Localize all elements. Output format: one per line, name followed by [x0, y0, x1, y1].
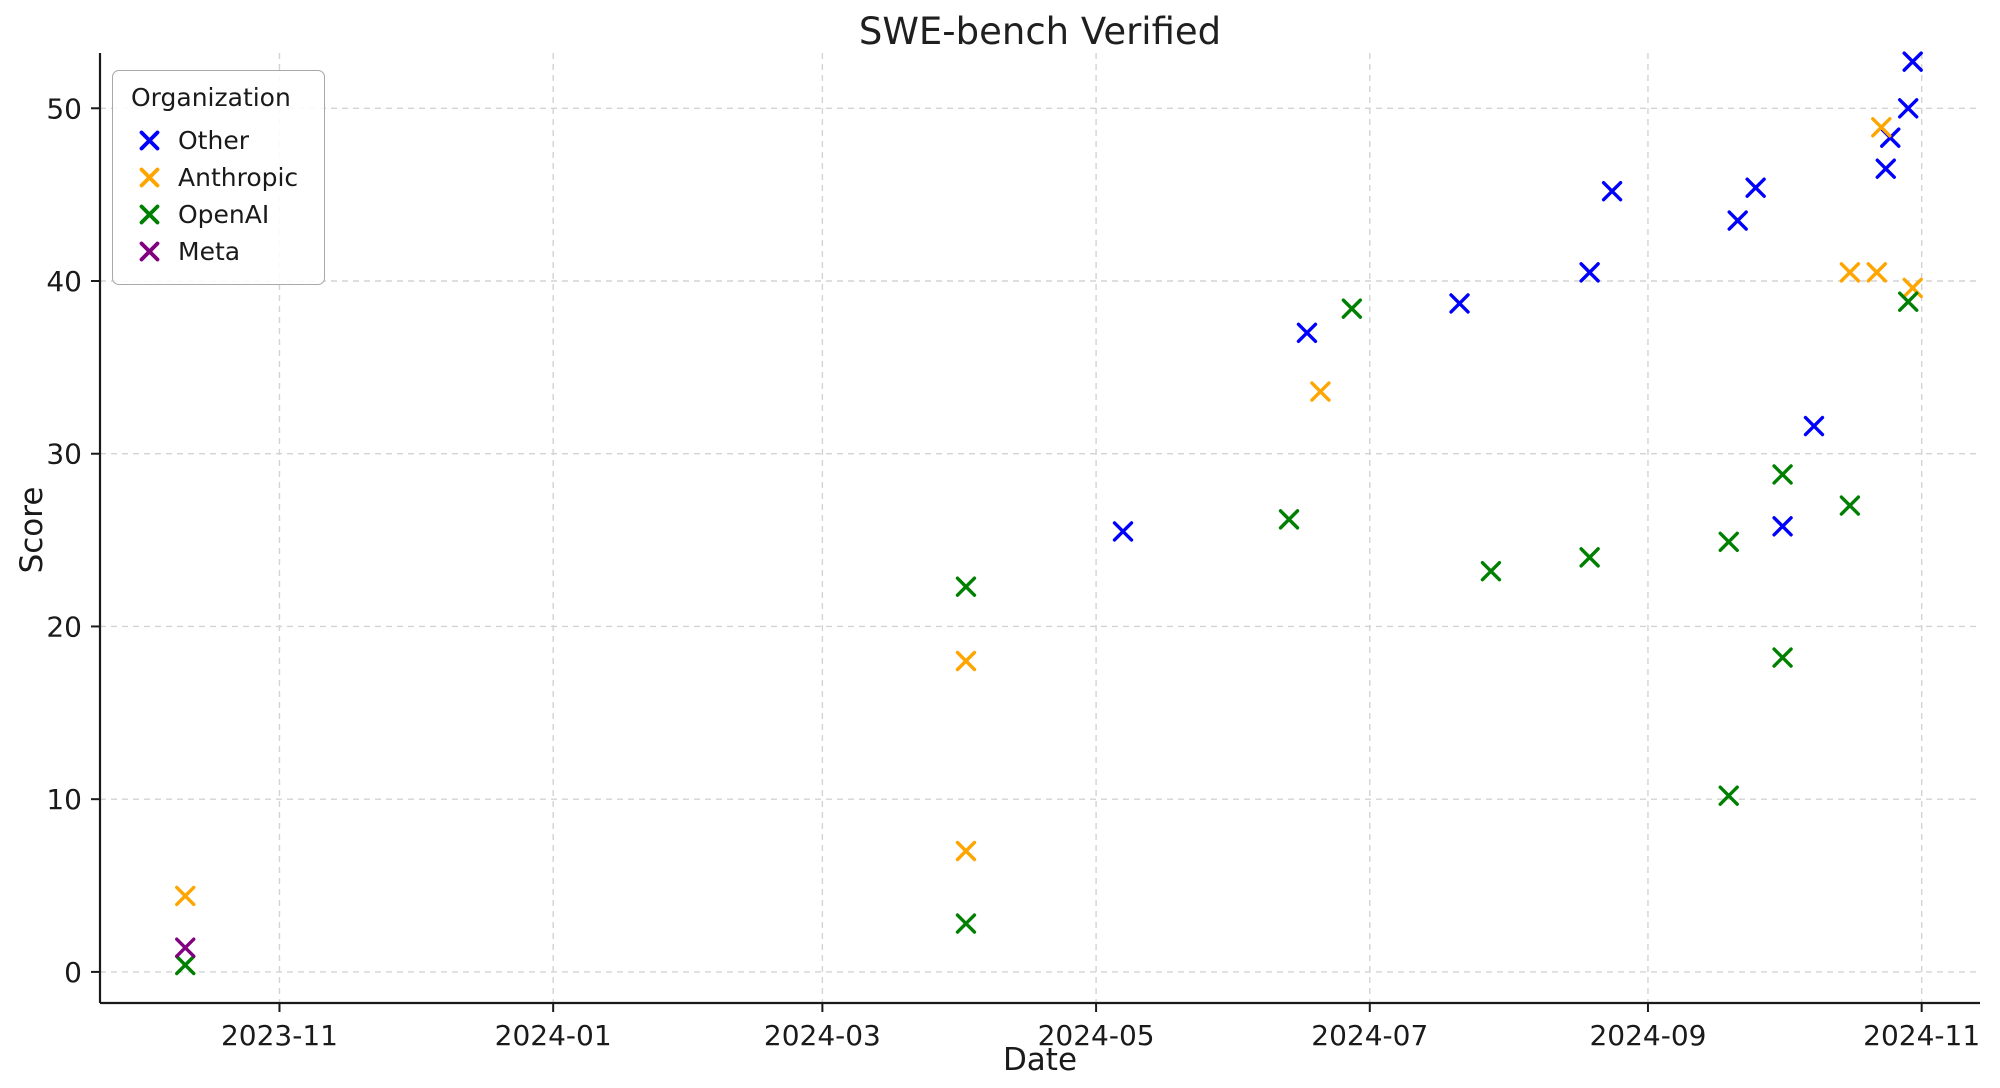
y-tick-label: 10 — [46, 783, 82, 816]
data-point-other — [1112, 521, 1134, 542]
legend-x-marker-icon — [139, 130, 160, 151]
y-tick-label: 40 — [46, 265, 82, 298]
data-point-anthropic — [1902, 277, 1923, 299]
data-point-openai — [1718, 531, 1739, 553]
data-point-openai — [1579, 547, 1600, 568]
data-point-other — [1579, 262, 1600, 283]
legend-label: Anthropic — [178, 163, 299, 192]
legend-item-other: Other — [129, 122, 298, 159]
chart-title: SWE-bench Verified — [858, 10, 1222, 53]
data-point-other — [1296, 322, 1318, 344]
data-point-other — [1727, 210, 1748, 231]
legend-title: Organization — [131, 83, 291, 112]
data-point-anthropic — [955, 840, 977, 862]
x-tick-label: 2023-11 — [221, 1019, 338, 1052]
data-point-anthropic — [955, 650, 977, 672]
legend-item-openai: OpenAI — [129, 196, 298, 233]
data-point-openai — [955, 913, 977, 934]
data-point-openai — [1772, 647, 1793, 668]
data-point-openai — [1839, 495, 1861, 516]
data-point-openai — [1772, 464, 1793, 485]
legend-x-marker-icon — [139, 167, 160, 188]
data-point-other — [1898, 98, 1919, 119]
legend-x-marker-path — [139, 167, 160, 188]
data-point-anthropic — [1310, 381, 1331, 402]
legend: Organization Other Anthropic OpenAI Meta — [112, 70, 326, 285]
data-point-openai — [1278, 509, 1300, 530]
y-tick-label: 30 — [46, 438, 82, 471]
data-point-openai — [955, 576, 977, 597]
legend-x-marker-icon — [139, 241, 160, 262]
data-point-anthropic — [1866, 262, 1887, 283]
y-tick-label: 20 — [46, 610, 82, 643]
legend-x-marker-path — [139, 204, 160, 225]
data-point-openai — [1341, 298, 1363, 319]
legend-items: Other Anthropic OpenAI Meta — [129, 122, 298, 270]
y-axis-label: Score — [14, 486, 50, 574]
y-tick-label: 0 — [64, 956, 82, 989]
y-tick-label: 50 — [46, 92, 82, 125]
legend-item-anthropic: Anthropic — [129, 159, 298, 196]
data-point-openai — [1898, 291, 1919, 312]
legend-x-marker-path — [139, 241, 160, 262]
x-tick-label: 2024-07 — [1311, 1019, 1428, 1052]
x-axis-label: Date — [1002, 1042, 1078, 1078]
data-point-anthropic — [1871, 117, 1892, 138]
legend-item-meta: Meta — [129, 233, 298, 270]
legend-label: Meta — [178, 237, 241, 266]
x-tick-label: 2024-05 — [1038, 1019, 1155, 1052]
data-point-openai — [1480, 560, 1502, 582]
data-point-other — [1803, 415, 1825, 437]
legend-x-marker-path — [139, 130, 160, 151]
data-point-openai — [1718, 785, 1739, 806]
data-point-anthropic — [175, 885, 196, 907]
x-tick-label: 2024-01 — [495, 1019, 612, 1052]
data-point-other — [1449, 293, 1470, 314]
data-point-other — [1745, 177, 1766, 198]
data-point-other — [1772, 516, 1793, 537]
data-point-other — [1902, 51, 1923, 72]
data-point-anthropic — [1839, 262, 1861, 283]
data-point-openai — [175, 954, 196, 976]
x-tick-label: 2024-09 — [1589, 1019, 1706, 1052]
legend-x-marker-icon — [139, 204, 160, 225]
data-point-other — [1875, 158, 1896, 179]
x-tick-label: 2024-11 — [1863, 1019, 1980, 1052]
legend-label: Other — [178, 126, 249, 155]
data-point-meta — [175, 937, 196, 958]
data-point-other — [1601, 180, 1623, 202]
legend-label: OpenAI — [178, 200, 270, 229]
x-tick-label: 2024-03 — [764, 1019, 881, 1052]
